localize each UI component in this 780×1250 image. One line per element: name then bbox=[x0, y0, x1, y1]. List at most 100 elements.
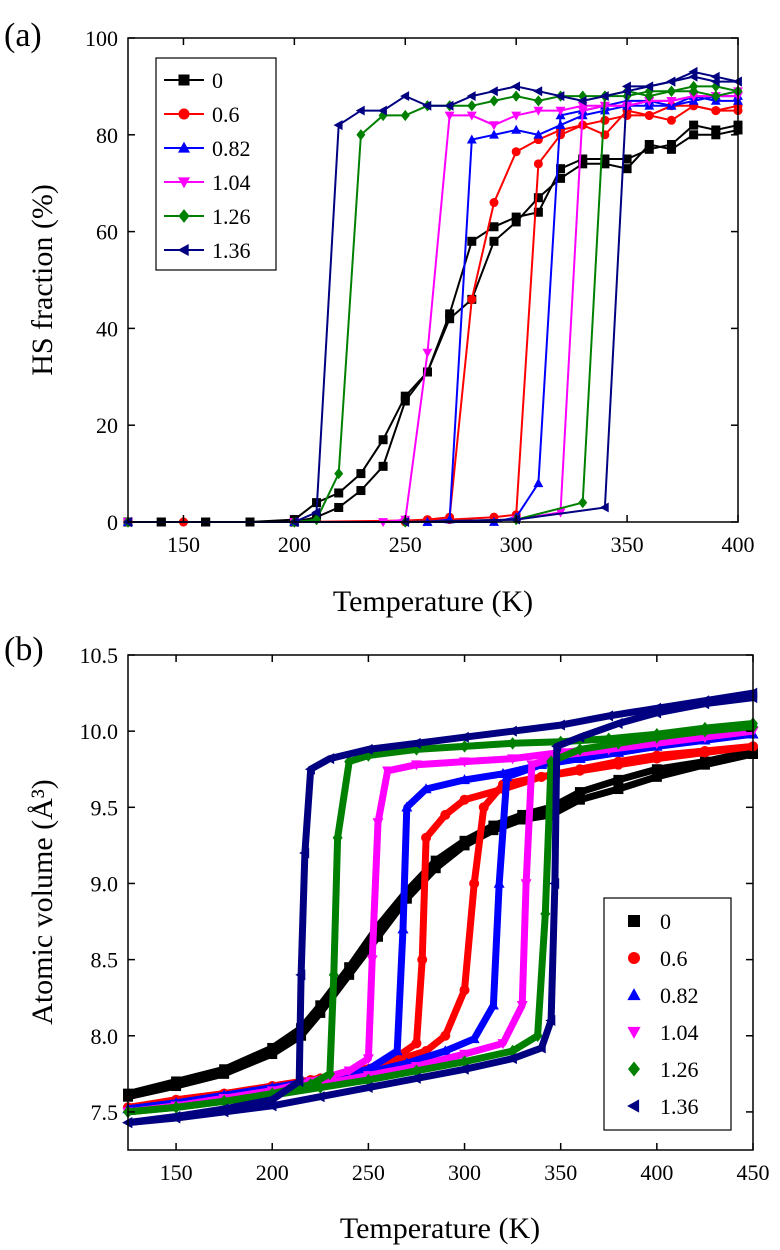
data-point bbox=[458, 1063, 469, 1075]
data-point bbox=[382, 766, 394, 777]
series-1-36-return-band bbox=[127, 689, 754, 1127]
data-point bbox=[373, 931, 383, 942]
data-point bbox=[532, 1029, 543, 1043]
data-point bbox=[710, 71, 720, 82]
panel-a-x-tick-label: 200 bbox=[278, 532, 311, 557]
data-point bbox=[466, 111, 477, 121]
data-point bbox=[421, 832, 432, 843]
series-1-26-cooling-line bbox=[128, 85, 739, 523]
data-point bbox=[711, 90, 721, 102]
data-point bbox=[651, 702, 662, 714]
data-point bbox=[344, 962, 355, 973]
data-point bbox=[487, 999, 499, 1010]
data-point bbox=[378, 461, 388, 471]
data-point bbox=[401, 801, 413, 812]
data-point bbox=[356, 129, 366, 141]
data-point bbox=[555, 106, 566, 116]
panel-b-y-tick-label: 7.5 bbox=[91, 1100, 119, 1125]
data-point bbox=[344, 755, 355, 768]
panel-b-x-tick-label: 250 bbox=[352, 1160, 385, 1185]
legend-marker bbox=[178, 209, 190, 223]
data-point bbox=[458, 731, 469, 743]
data-point bbox=[493, 877, 505, 888]
series-1-36-loop-band bbox=[127, 694, 754, 1127]
data-point bbox=[574, 731, 585, 743]
data-point bbox=[549, 877, 560, 889]
legend-marker bbox=[627, 1099, 640, 1113]
panel-b-x-tick-label: 150 bbox=[160, 1160, 193, 1185]
data-point bbox=[651, 771, 662, 782]
panel-a-y-tick-label: 100 bbox=[85, 26, 118, 51]
data-point bbox=[497, 768, 509, 779]
panel-b-x-tick-label: 450 bbox=[737, 1160, 770, 1185]
panel-a-legend-box bbox=[155, 57, 277, 271]
data-point bbox=[332, 831, 343, 845]
data-point bbox=[362, 1063, 374, 1074]
data-point bbox=[612, 746, 624, 757]
data-point bbox=[444, 111, 455, 121]
panel-b-y-tick-label: 10.5 bbox=[80, 643, 119, 668]
data-point bbox=[554, 719, 565, 731]
legend-label-1-04: 1.04 bbox=[660, 1020, 699, 1045]
data-point bbox=[506, 1053, 517, 1065]
data-point bbox=[600, 159, 610, 169]
panel-b-y-tick-label: 8.0 bbox=[91, 1024, 119, 1049]
data-point bbox=[578, 154, 588, 164]
panel-a-y-tick-label: 60 bbox=[96, 220, 118, 245]
legend-marker bbox=[178, 74, 190, 86]
panel-b-x-tick-label: 300 bbox=[448, 1160, 481, 1185]
data-point bbox=[551, 740, 562, 752]
data-point bbox=[459, 1049, 471, 1060]
data-point bbox=[711, 130, 721, 140]
data-point bbox=[574, 794, 585, 805]
data-point bbox=[613, 774, 624, 785]
data-point bbox=[699, 756, 710, 767]
panel-b-x-tick-label: 350 bbox=[544, 1160, 577, 1185]
panel-a-label: (a) bbox=[4, 17, 42, 54]
panel-a-x-tick-label: 150 bbox=[167, 532, 200, 557]
data-point bbox=[459, 774, 471, 785]
data-point bbox=[488, 86, 498, 97]
data-point bbox=[520, 879, 532, 890]
data-point bbox=[533, 478, 544, 488]
data-point bbox=[511, 124, 522, 134]
data-point bbox=[555, 91, 565, 102]
data-point bbox=[666, 115, 676, 125]
panel-a-y-axis-title: HS fraction (%) bbox=[26, 184, 59, 376]
data-point bbox=[400, 396, 410, 406]
data-point bbox=[459, 794, 470, 805]
data-point bbox=[267, 1042, 278, 1053]
data-point bbox=[489, 129, 499, 139]
data-point bbox=[533, 106, 544, 116]
legend-label-0-6: 0.6 bbox=[660, 946, 688, 971]
data-point bbox=[666, 85, 676, 97]
data-point bbox=[266, 1094, 277, 1106]
panel-b-series bbox=[122, 687, 759, 1129]
data-point bbox=[373, 921, 383, 932]
panel-b-plot-frame bbox=[127, 654, 754, 1151]
data-point bbox=[688, 66, 698, 77]
panel-b-y-tick-label: 9.0 bbox=[91, 871, 119, 896]
data-point bbox=[699, 747, 710, 758]
panel-a-chart: (a) 150 200 250 300 350 400 0 20 40 60 80 100 Tempe… bbox=[4, 17, 755, 618]
legend-label-0: 0 bbox=[660, 909, 671, 934]
data-point bbox=[622, 101, 633, 111]
data-point bbox=[440, 1030, 451, 1041]
data-point bbox=[328, 968, 339, 982]
data-point bbox=[603, 732, 614, 746]
data-point bbox=[466, 134, 477, 144]
data-point bbox=[574, 765, 585, 776]
panel-b-label: (b) bbox=[4, 631, 44, 668]
legend-marker bbox=[177, 243, 189, 257]
data-point bbox=[440, 809, 451, 820]
data-point bbox=[417, 954, 428, 965]
legend-marker bbox=[178, 108, 190, 120]
panel-a-y-tick-label: 80 bbox=[96, 123, 118, 148]
data-point bbox=[171, 1076, 182, 1087]
data-point bbox=[444, 100, 454, 111]
data-point bbox=[459, 740, 470, 753]
legend-marker bbox=[627, 988, 641, 1001]
data-point bbox=[711, 125, 721, 135]
data-point bbox=[391, 1045, 403, 1056]
data-point bbox=[651, 753, 662, 764]
